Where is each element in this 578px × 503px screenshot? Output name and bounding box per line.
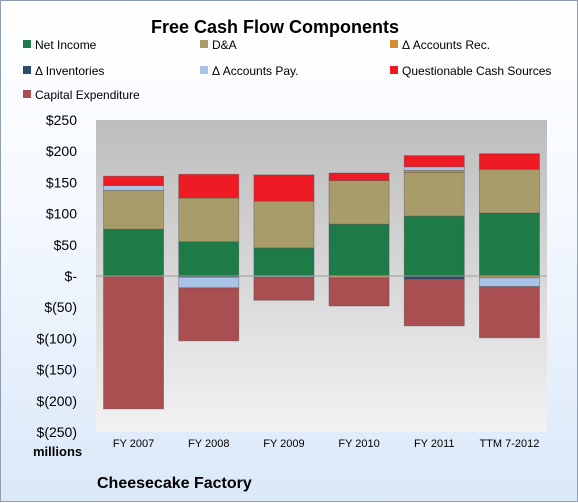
bar-segment-accounts-pay: [103, 185, 164, 191]
legend-label-accounts-pay: Δ Accounts Pay.: [212, 64, 299, 78]
bar-segment-d-a: [253, 200, 315, 249]
bar-segment-capital-expenditure: [478, 286, 540, 339]
y-tick-label: $(200): [37, 393, 77, 409]
bar-segment-questionable-cash-sources: [328, 172, 390, 181]
x-axis-ticks: FY 2007 FY 2008 FY 2009 FY 2010 FY 2011 TTM 7…: [113, 438, 539, 450]
bar-segment-capital-expenditure: [103, 275, 164, 410]
y-tick-label: $(250): [37, 424, 77, 440]
chart-title: Free Cash Flow Components: [151, 17, 399, 37]
bar-segment-d-a: [403, 171, 465, 217]
bar-segment-d-a: [478, 168, 540, 214]
x-tick-label: FY 2007: [113, 438, 154, 450]
bar-segment-questionable-cash-sources: [253, 174, 315, 202]
legend-swatch-net-income: [23, 40, 31, 48]
legend-label-accounts-rec: Δ Accounts Rec.: [402, 38, 490, 52]
bar-segment-d-a: [103, 190, 164, 230]
bar-segment-questionable-cash-sources: [478, 153, 540, 170]
legend-label-inventories: Δ Inventories: [35, 64, 104, 78]
bar-segment-capital-expenditure: [403, 278, 465, 327]
y-tick-label: $150: [46, 174, 77, 190]
bar-segment-capital-expenditure: [178, 287, 240, 342]
x-tick-label: FY 2010: [338, 438, 379, 450]
bar-segment-questionable-cash-sources: [178, 173, 240, 199]
legend: Net Income D&A Δ Accounts Rec. Δ Inventorie…: [23, 38, 551, 102]
legend-swatch-d-a: [200, 40, 208, 48]
bar-segment-d-a: [178, 197, 240, 243]
y-tick-label: $200: [46, 143, 77, 159]
y-tick-label: $250: [46, 112, 77, 128]
bar-segment-capital-expenditure: [253, 276, 315, 301]
y-tick-label: $(150): [37, 362, 77, 378]
bar-segment-questionable-cash-sources: [403, 155, 465, 168]
x-tick-label: FY 2009: [263, 438, 304, 450]
y-axis-ticks: $250 $200 $150 $100 $50 $- $(50) $(100) $(150) $(…: [37, 112, 78, 440]
bar-segment-d-a: [328, 180, 390, 225]
legend-label-net-income: Net Income: [35, 38, 97, 52]
bar-segment-accounts-pay: [178, 276, 240, 289]
bar-segment-net-income: [103, 228, 164, 277]
company-name: Cheesecake Factory: [97, 475, 252, 492]
legend-swatch-questionable-cash-sources: [390, 66, 398, 74]
bar-segment-net-income: [478, 212, 540, 277]
bar-segment-net-income: [328, 223, 390, 277]
legend-swatch-accounts-rec: [390, 40, 398, 48]
y-tick-label: $100: [46, 206, 77, 222]
bar-segment-accounts-pay: [478, 277, 540, 287]
units-label: millions: [33, 444, 82, 459]
legend-label-questionable-cash-sources: Questionable Cash Sources: [402, 64, 551, 78]
bar-stacks: [103, 153, 540, 410]
y-tick-label: $50: [54, 237, 78, 253]
legend-swatch-inventories: [23, 66, 31, 74]
x-tick-label: FY 2008: [188, 438, 229, 450]
y-tick-label: $(50): [44, 299, 77, 315]
bar-segment-questionable-cash-sources: [103, 175, 164, 186]
bar-segment-net-income: [253, 247, 315, 277]
bar-segment-net-income: [178, 241, 240, 277]
legend-swatch-accounts-pay: [200, 66, 208, 74]
y-tick-label: $(100): [37, 330, 77, 346]
bar-segment-accounts-pay: [403, 166, 465, 171]
legend-label-capital-expenditure: Capital Expenditure: [35, 88, 140, 102]
legend-label-d-a: D&A: [212, 38, 237, 52]
x-tick-label: TTM 7-2012: [479, 438, 539, 450]
bar-segment-net-income: [403, 215, 465, 277]
y-tick-label: $-: [65, 268, 78, 284]
bar-segment-capital-expenditure: [328, 277, 390, 307]
legend-swatch-capital-expenditure: [23, 90, 31, 98]
x-tick-label: FY 2011: [414, 438, 455, 450]
